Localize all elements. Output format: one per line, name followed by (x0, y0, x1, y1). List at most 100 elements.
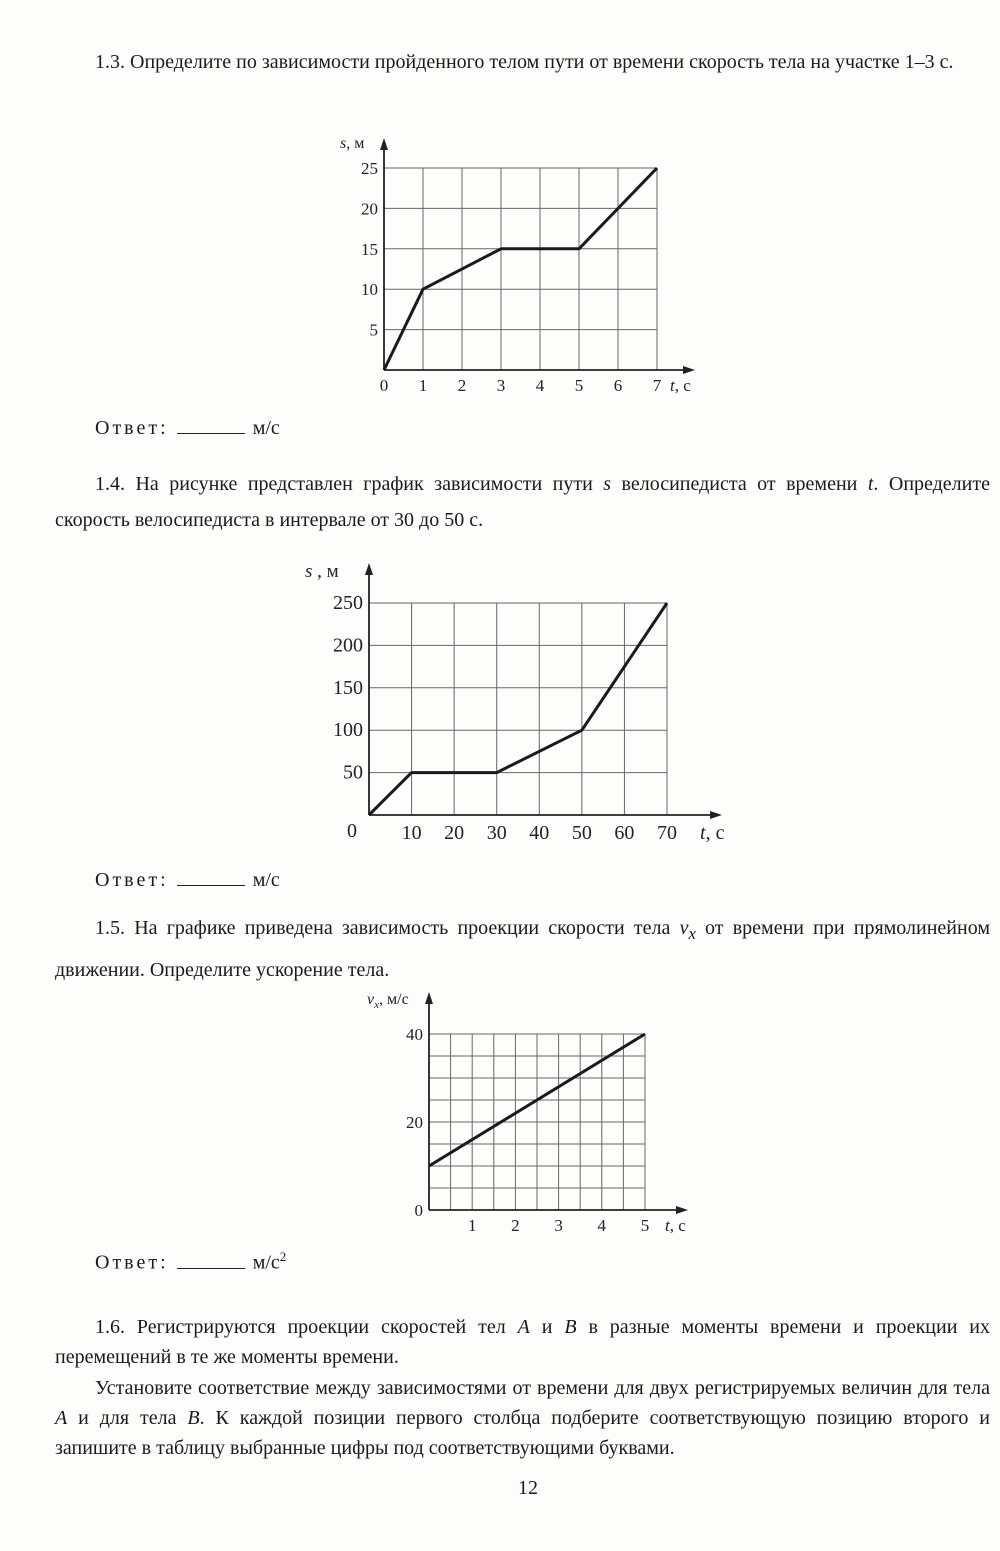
answer-label: Ответ: (95, 417, 169, 439)
problem-1-5-text: 1.5. На графике приведена зависимость пр… (55, 910, 990, 988)
x-axis-var: t (700, 822, 706, 844)
y-tick-label: 20 (406, 1113, 423, 1132)
y-axis-var: s (305, 561, 312, 582)
x-tick-label: 40 (529, 822, 549, 844)
x-axis-label: t, с (665, 1216, 686, 1235)
answer-blank[interactable] (176, 867, 245, 886)
y-tick-label: 0 (415, 1201, 424, 1220)
x-tick-label: 7 (653, 376, 662, 395)
answer-label: Ответ: (95, 869, 169, 891)
y-tick-label: 100 (333, 719, 363, 741)
x-axis-unit: , с (706, 822, 725, 844)
y-axis-var: s (340, 135, 346, 152)
answer-blank[interactable] (176, 415, 245, 434)
y-tick-label: 10 (361, 280, 378, 299)
y-axis-arrow-icon (380, 138, 388, 150)
var-b: B (187, 1407, 200, 1429)
x-axis-unit: , с (670, 1216, 687, 1235)
answer-1-3: Ответ: м/с (95, 415, 280, 440)
answer-1-5: Ответ: м/с2 (95, 1249, 286, 1275)
x-tick-label: 4 (536, 376, 545, 395)
answer-unit: м/с (252, 1251, 280, 1274)
answer-unit: м/с (252, 869, 280, 891)
x-axis-arrow-icon (683, 366, 695, 374)
answer-blank[interactable] (176, 1250, 245, 1269)
x-tick-label: 3 (554, 1216, 563, 1235)
y-axis-arrow-icon (425, 992, 433, 1004)
x-tick-label: 60 (614, 822, 634, 844)
x-axis-var: t (665, 1216, 671, 1235)
x-tick-label: 5 (641, 1216, 650, 1235)
y-axis-label: vx, м/с (367, 991, 409, 1011)
y-axis-label: s, м (340, 135, 364, 152)
y-tick-label: 0 (347, 820, 357, 842)
x-axis-var: t (670, 376, 676, 395)
y-tick-label: 20 (361, 199, 378, 218)
page-number: 12 (518, 1477, 538, 1499)
text: 1.4. На рисунке представлен график завис… (95, 473, 604, 495)
problem-1-6-instructions: Установите соответствие между зависимост… (55, 1373, 990, 1463)
x-tick-label: 70 (657, 822, 677, 844)
y-axis-arrow-icon (365, 563, 373, 575)
x-tick-label: 4 (598, 1216, 607, 1235)
text: . Определите скорость велосипедиста в ин… (55, 473, 990, 531)
y-tick-label: 25 (361, 159, 378, 178)
answer-unit: м/с (252, 417, 280, 439)
x-axis-arrow-icon (710, 811, 722, 819)
y-tick-label: 15 (361, 240, 378, 259)
x-tick-label: 3 (497, 376, 506, 395)
y-axis-unit: , м (312, 561, 338, 582)
y-tick-label: 200 (333, 634, 363, 656)
x-tick-label: 30 (487, 822, 507, 844)
var-a: A (517, 1316, 530, 1338)
var-v: v (679, 917, 689, 939)
text: от времени при прямолинейном движении. О… (55, 917, 990, 981)
x-tick-label: 1 (419, 376, 428, 395)
text: и для тела (67, 1407, 188, 1429)
answer-label: Ответ: (95, 1251, 169, 1274)
text: 1.5. На графике приведена зависимость пр… (95, 917, 680, 939)
x-axis-arrow-icon (676, 1206, 688, 1214)
x-tick-label: 20 (444, 822, 464, 844)
y-tick-label: 5 (370, 321, 379, 340)
var-s: s (603, 473, 612, 495)
var-b: B (564, 1316, 577, 1338)
var-a: A (55, 1407, 68, 1429)
x-axis-label: t, с (700, 822, 725, 844)
x-tick-label: 6 (614, 376, 623, 395)
problem-1-3-text: 1.3. Определите по зависимости пройденно… (95, 51, 954, 73)
y-tick-label: 150 (333, 677, 363, 699)
y-axis-unit: , м/с (379, 991, 409, 1008)
series-line (428, 1032, 646, 1168)
var-sub: x (688, 924, 696, 943)
x-tick-label: 2 (511, 1216, 520, 1235)
text: велосипедиста от времени (611, 473, 868, 495)
y-tick-label: 40 (406, 1025, 423, 1044)
x-axis-unit: , с (675, 376, 692, 395)
answer-unit-sup: 2 (279, 1249, 287, 1264)
text: 1.6. Регистрируются проекции скоростей т… (95, 1316, 518, 1338)
y-axis-var: v (367, 991, 375, 1008)
var-t: t (867, 473, 874, 495)
x-axis-label: t, с (670, 376, 691, 395)
x-tick-label: 5 (575, 376, 584, 395)
x-tick-label: 10 (402, 822, 422, 844)
y-tick-label: 250 (333, 592, 363, 614)
text: . К каждой позиции первого столбца подбе… (55, 1407, 990, 1459)
y-axis-label: s , м (305, 561, 339, 582)
x-tick-label: 2 (458, 376, 467, 395)
problem-1-6-text: 1.6. Регистрируются проекции скоростей т… (55, 1312, 990, 1372)
y-tick-label: 50 (343, 762, 363, 784)
text: Установите соответствие между зависимост… (95, 1377, 990, 1399)
problem-1-4-text: 1.4. На рисунке представлен график завис… (55, 466, 990, 538)
y-axis-sub: x (373, 999, 379, 1011)
x-tick-label: 0 (380, 376, 389, 395)
text: и (529, 1316, 565, 1338)
answer-1-4: Ответ: м/с (95, 867, 280, 892)
x-tick-label: 1 (468, 1216, 477, 1235)
x-tick-label: 50 (572, 822, 592, 844)
y-axis-unit: , м (346, 135, 364, 152)
